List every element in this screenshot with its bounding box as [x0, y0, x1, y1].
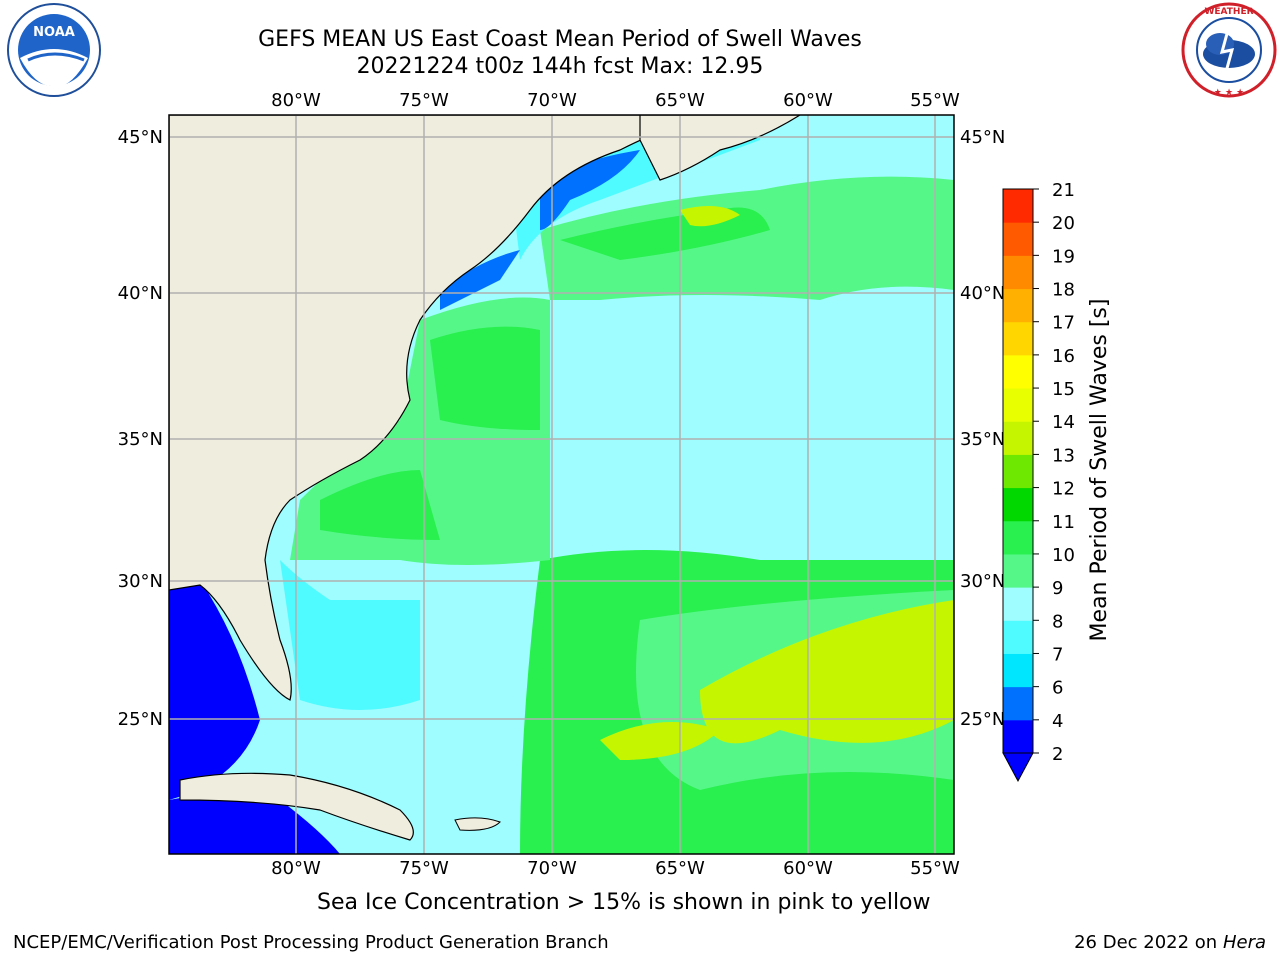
- swell-region-12s: [700, 600, 954, 744]
- lon-label-bottom: 75°W: [399, 858, 449, 879]
- lat-label-left: 30°N: [118, 571, 163, 592]
- lat-label-left: 35°N: [118, 429, 163, 450]
- noaa-logo-icon: NOAA: [7, 3, 101, 97]
- lat-labels-right: 45°N 40°N 35°N 30°N 25°N: [960, 127, 1005, 730]
- gulf-mexico-region: [169, 580, 260, 800]
- map-title: GEFS MEAN US East Coast Mean Period of S…: [258, 27, 862, 52]
- svg-text:★ ★ ★: ★ ★ ★: [1214, 88, 1244, 98]
- footer-date: 26 Dec 2022 on Hera: [1074, 932, 1266, 953]
- swell-region-west-c: [320, 470, 440, 540]
- lat-label-right: 25°N: [960, 709, 1005, 730]
- cuba-land: [179, 772, 414, 841]
- lon-label-top: 70°W: [527, 90, 577, 111]
- svg-text:WEATHER: WEATHER: [1204, 7, 1253, 17]
- lon-label-bottom: 80°W: [271, 858, 321, 879]
- colorbar-segment: [1003, 620, 1033, 654]
- swell-region-north: [540, 176, 954, 300]
- swell-region-west-b: [430, 326, 540, 430]
- lat-label-left: 45°N: [118, 127, 163, 148]
- colorbar-tick-label: 8: [1052, 611, 1063, 632]
- colorbar-segment: [1003, 686, 1033, 721]
- colorbar-tick-label: 6: [1052, 678, 1063, 699]
- swell-region-shelf: [280, 560, 420, 710]
- lon-label-top: 75°W: [399, 90, 449, 111]
- us-east-coast-land: [169, 115, 701, 701]
- colorbar-segment: [1003, 653, 1033, 688]
- colorbar-segment: [1003, 421, 1033, 455]
- colorbar-tick-label: 15: [1052, 379, 1075, 400]
- colorbar-label: Mean Period of Swell Waves [s]: [1087, 299, 1112, 642]
- lat-label-right: 30°N: [960, 571, 1005, 592]
- colorbar-segment: [1003, 520, 1033, 555]
- footer-credit: NCEP/EMC/Verification Post Processing Pr…: [13, 932, 609, 953]
- colorbar-segment: [1003, 255, 1033, 290]
- lon-label-top: 55°W: [910, 90, 960, 111]
- swell-region-north-c: [680, 206, 740, 227]
- grid-lines: [169, 115, 954, 854]
- lat-label-left: 40°N: [118, 283, 163, 304]
- colorbar-tick-label: 17: [1052, 313, 1075, 334]
- colorbar-segment: [1003, 454, 1033, 489]
- hispaniola-land: [454, 817, 501, 831]
- colorbar-tick-label: 14: [1052, 412, 1075, 433]
- lat-label-right: 45°N: [960, 127, 1005, 148]
- colorbar: 2 4 6 7 8 9 10 11 12 13 14 15 16 17 18 19 20 21: [1002, 180, 1075, 783]
- lon-label-bottom: 70°W: [527, 858, 577, 879]
- lon-labels-bottom: 80°W 75°W 70°W 65°W 60°W 55°W: [271, 858, 960, 879]
- colorbar-tick-label: 12: [1052, 479, 1075, 500]
- footer-machine: Hera: [1222, 932, 1266, 953]
- colorbar-segment: [1003, 553, 1033, 588]
- lon-label-top: 80°W: [271, 90, 321, 111]
- colorbar-tick-label: 2: [1052, 744, 1063, 765]
- colorbar-tick-label: 21: [1052, 180, 1075, 201]
- colorbar-segment: [1003, 189, 1033, 223]
- lon-label-bottom: 65°W: [655, 858, 705, 879]
- colorbar-extend-arrow: [1002, 752, 1034, 783]
- colorbar-tick-label: 10: [1052, 545, 1075, 566]
- colorbar-segment: [1003, 587, 1033, 621]
- lat-label-right: 35°N: [960, 429, 1005, 450]
- lon-label-bottom: 55°W: [910, 858, 960, 879]
- colorbar-tick-label: 20: [1052, 213, 1075, 234]
- lon-label-bottom: 60°W: [783, 858, 833, 879]
- lat-labels-left: 45°N 40°N 35°N 30°N 25°N: [118, 127, 163, 730]
- sea-ice-note: Sea Ice Concentration > 15% is shown in …: [317, 890, 931, 915]
- lon-labels-top: 80°W 75°W 70°W 65°W 60°W 55°W: [271, 90, 960, 111]
- colorbar-segment: [1003, 354, 1033, 389]
- lat-label-right: 40°N: [960, 283, 1005, 304]
- lon-label-top: 60°W: [783, 90, 833, 111]
- coastal-blue-ny: [440, 250, 520, 310]
- colorbar-segment: [1003, 288, 1033, 323]
- map-frame: [168, 114, 955, 855]
- colorbar-tick-label: 7: [1052, 644, 1063, 665]
- colorbar-segment: [1003, 321, 1033, 356]
- colorbar-tick-label: 4: [1052, 711, 1063, 732]
- swell-region-12s-b: [600, 722, 720, 760]
- lon-label-top: 65°W: [655, 90, 705, 111]
- colorbar-tick-label: 19: [1052, 246, 1075, 267]
- map-panel: [169, 115, 954, 854]
- colorbar-segment: [1003, 487, 1033, 522]
- colorbar-tick-label: 18: [1052, 280, 1075, 301]
- svg-text:NOAA: NOAA: [33, 25, 75, 40]
- colorbar-tick-label: 11: [1052, 512, 1075, 533]
- colorbar-segment: [1003, 719, 1033, 754]
- colorbar-segment: [1003, 222, 1033, 256]
- colorbar-frame: [1002, 188, 1034, 754]
- colorbar-segment: [1003, 388, 1033, 422]
- colorbar-tick-label: 13: [1052, 445, 1075, 466]
- nws-logo-icon: WEATHER ★ ★ ★: [1181, 2, 1277, 98]
- colorbar-tick-label: 16: [1052, 346, 1075, 367]
- colorbar-tick-label: 9: [1052, 578, 1063, 599]
- lat-label-left: 25°N: [118, 709, 163, 730]
- map-subtitle: 20221224 t00z 144h fcst Max: 12.95: [356, 54, 764, 79]
- footer-date-text: 26 Dec 2022 on: [1074, 932, 1218, 953]
- caribbean-region: [169, 795, 340, 854]
